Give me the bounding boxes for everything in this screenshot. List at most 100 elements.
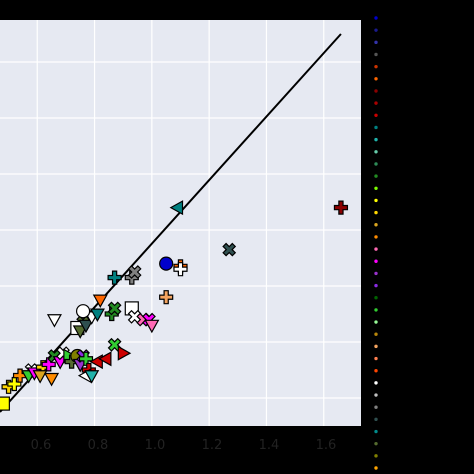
square-marker <box>0 396 10 411</box>
data-point <box>72 325 88 339</box>
data-point <box>159 256 174 271</box>
data-point <box>333 200 349 215</box>
data-point <box>32 370 48 384</box>
data-point <box>107 270 122 285</box>
legend-marker <box>374 89 378 93</box>
triangle-down-marker <box>32 370 48 384</box>
triangle-right-marker <box>117 345 132 361</box>
plus-marker <box>173 262 188 277</box>
legend-marker <box>374 210 378 215</box>
data-point <box>127 265 142 279</box>
triangle-down-marker <box>84 370 100 384</box>
triangle-down-marker <box>44 372 60 387</box>
data-point <box>78 319 94 334</box>
legend-marker <box>374 344 378 349</box>
legend-marker <box>374 296 378 300</box>
legend-marker <box>374 174 378 178</box>
legend-marker <box>374 40 378 45</box>
data-point <box>7 376 22 392</box>
legend-marker <box>374 259 378 263</box>
x-tick-label: 1.6 <box>316 438 337 453</box>
data-point <box>46 314 62 328</box>
legend-marker <box>374 162 378 166</box>
legend-marker <box>374 356 378 361</box>
data-point <box>89 308 105 323</box>
reference-line <box>0 33 342 413</box>
plus-marker <box>159 290 174 305</box>
x-tick-label: 1.4 <box>259 438 280 453</box>
legend-marker <box>374 64 378 69</box>
data-point <box>75 304 91 319</box>
plus-marker <box>333 200 349 215</box>
legend-marker <box>374 223 378 227</box>
legend <box>374 16 378 470</box>
legend-marker <box>374 186 378 190</box>
legend-marker <box>374 417 378 422</box>
data-point <box>159 290 174 305</box>
legend-marker <box>374 247 378 251</box>
legend-marker <box>374 393 378 397</box>
data-point <box>107 301 122 316</box>
legend-marker <box>374 77 378 81</box>
x-tick-label: 1.2 <box>202 438 223 453</box>
legend-marker <box>374 381 378 385</box>
x-tick-label: 0.8 <box>88 438 109 453</box>
legend-marker <box>374 101 378 105</box>
triangle-down-marker <box>89 308 105 323</box>
plus-marker <box>107 270 122 285</box>
data-point <box>92 294 108 309</box>
legend-marker <box>374 308 378 312</box>
triangle-down-marker <box>78 319 94 334</box>
x-marker <box>127 265 142 279</box>
legend-marker <box>374 320 378 324</box>
legend-marker <box>374 283 378 288</box>
legend-marker <box>374 466 378 470</box>
legend-marker <box>374 137 378 142</box>
legend-marker <box>374 454 378 458</box>
reference-line-group <box>0 33 342 413</box>
data-point <box>173 262 188 277</box>
data-point <box>107 337 122 352</box>
x-axis-tick-labels: 0.6 0.8 1.0 1.2 1.4 1.6 <box>31 438 337 453</box>
triangle-down-marker <box>72 325 88 339</box>
triangle-down-marker <box>144 319 160 334</box>
plus-marker <box>7 376 22 392</box>
x-marker <box>222 242 237 257</box>
data-point <box>144 319 160 334</box>
legend-marker <box>374 271 378 276</box>
grid <box>0 20 361 426</box>
legend-marker <box>374 429 378 434</box>
legend-marker <box>374 16 378 20</box>
x-tick-label: 0.6 <box>31 438 52 453</box>
triangle-down-marker <box>92 294 108 309</box>
legend-marker <box>374 235 378 239</box>
triangle-down-marker <box>46 314 62 328</box>
legend-marker <box>374 113 378 117</box>
legend-marker <box>374 369 378 373</box>
legend-marker <box>374 150 378 154</box>
legend-marker <box>374 52 378 57</box>
data-point <box>222 242 237 257</box>
legend-marker <box>374 441 378 446</box>
triangle-left-marker <box>169 200 184 216</box>
data-point <box>44 372 60 387</box>
data-point <box>97 351 112 367</box>
x-marker <box>107 301 122 316</box>
data-point <box>169 200 184 216</box>
legend-marker <box>374 332 378 336</box>
x-tick-label: 1.0 <box>145 438 166 453</box>
data-point <box>117 345 132 361</box>
legend-marker <box>374 405 378 409</box>
x-marker <box>107 337 122 352</box>
triangle-left-marker <box>97 351 112 367</box>
plus-marker <box>12 368 28 383</box>
legend-marker <box>374 198 378 203</box>
data-point <box>84 370 100 384</box>
circle-marker <box>75 304 91 319</box>
data-point <box>0 396 10 411</box>
legend-marker <box>374 28 378 32</box>
circle-marker <box>159 256 174 271</box>
data-point <box>12 368 28 383</box>
data-points <box>0 200 349 411</box>
